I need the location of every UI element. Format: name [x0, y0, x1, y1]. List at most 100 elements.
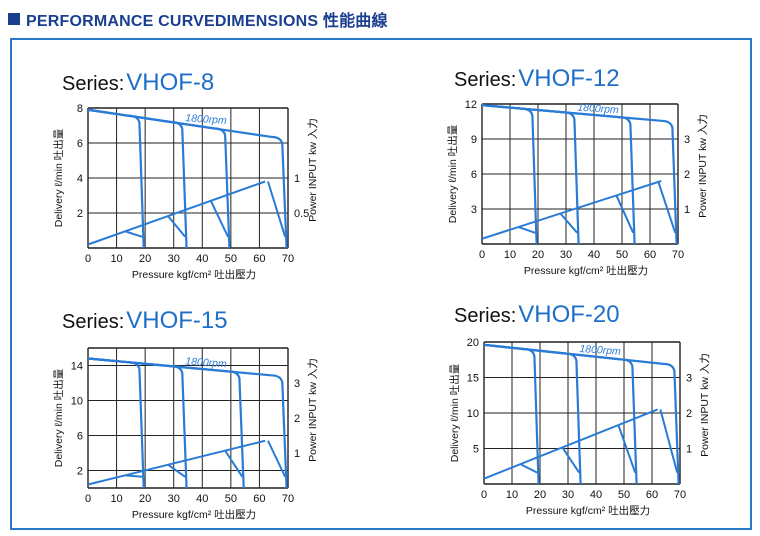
power-drop-55 [224, 450, 244, 478]
grid [483, 341, 681, 485]
x-tick-label: 60 [644, 249, 656, 261]
y-tick-label: 3 [471, 204, 477, 216]
x-tick-label: 0 [85, 253, 91, 265]
x-tick-label: 20 [139, 493, 151, 505]
y2-tick-label: 3 [684, 134, 690, 146]
x-tick-label: 30 [168, 493, 180, 505]
x-axis-title: Pressure kgf/cm² 吐出壓力 [132, 508, 256, 521]
y-tick-label: 8 [77, 103, 83, 115]
x-tick-label: 0 [85, 493, 91, 505]
power-curves [481, 180, 677, 240]
y2-tick-label: 2 [686, 408, 692, 420]
chart-vhof-15: Series:VHOF-15 0 10 20 30 40 50 60 70 2 6 10 14 1 2 3 Pr… [52, 307, 319, 521]
x-tick-label: 0 [479, 249, 485, 261]
delivery-curve-70 [87, 357, 288, 489]
y-tick-label: 14 [71, 361, 83, 373]
x-axis-title: Pressure kgf/cm² 吐出壓力 [132, 268, 256, 281]
chart-vhof-20: Series:VHOF-200 10 20 30 40 50 60 705101520123P… [448, 301, 711, 517]
power-drop-35 [559, 212, 578, 234]
y-tick-label: 6 [471, 169, 477, 181]
y2-tick-label: 1 [294, 448, 300, 460]
series-name: VHOF-12 [518, 65, 619, 92]
power-drop-55 [617, 424, 637, 473]
power-drop-50 [209, 200, 229, 238]
x-tick-label: 40 [588, 249, 600, 261]
power-drop-70 [659, 409, 679, 473]
y-tick-label: 6 [77, 138, 83, 150]
power-curve-main [87, 439, 266, 486]
delivery-curves [483, 343, 680, 485]
y2-tick-label: 3 [686, 373, 692, 385]
x-axis-title: Pressure kgf/cm² 吐出壓力 [524, 264, 648, 277]
y2-axis-title: Power INPUT kw 入力 [306, 118, 319, 222]
x-tick-label: 70 [282, 493, 294, 505]
chart-vhof-8: Series:VHOF-8 0 10 20 30 40 50 60 70 2 4 6 8 0.5 1 Pres… [52, 69, 319, 281]
y-tick-label: 10 [467, 408, 479, 420]
x-tick-label: 10 [110, 253, 122, 265]
power-drop-35 [561, 446, 581, 474]
y2-tick-label: 1 [294, 173, 300, 185]
series-prefix: Series: [454, 305, 516, 327]
y-tick-label: 6 [77, 431, 83, 443]
delivery-curve-55 [483, 343, 638, 485]
speed-label: 1800rpm [185, 112, 227, 127]
x-tick-label: 10 [504, 249, 516, 261]
y2-tick-label: 3 [294, 378, 300, 390]
delivery-curve-55 [87, 357, 245, 489]
delivery-curve-20 [87, 357, 145, 489]
x-tick-label: 20 [534, 489, 546, 501]
speed-label: 1800rpm [579, 343, 621, 358]
y2-axis-title: Power INPUT kw 入力 [306, 358, 319, 462]
delivery-curve-35 [483, 343, 582, 485]
y2-tick-label: 1 [684, 204, 690, 216]
y-tick-label: 2 [77, 466, 83, 478]
x-tick-label: 30 [560, 249, 572, 261]
x-tick-label: 30 [562, 489, 574, 501]
power-drop-20 [519, 463, 538, 474]
power-drop-70 [657, 181, 677, 234]
x-tick-label: 40 [590, 489, 602, 501]
delivery-curve-55 [481, 104, 636, 245]
chart-vhof-12: Series:VHOF-120 10 20 30 40 50 60 7036912123Pre… [446, 65, 709, 277]
x-axis-title: Pressure kgf/cm² 吐出壓力 [526, 504, 650, 517]
delivery-curve-70 [481, 104, 678, 245]
delivery-curves [87, 108, 288, 249]
y-tick-label: 9 [471, 134, 477, 146]
power-drop-20 [125, 474, 143, 478]
x-tick-label: 10 [506, 489, 518, 501]
page-header: PERFORMANCE CURVEDIMENSIONS 性能曲線 [8, 8, 388, 30]
y-tick-label: 10 [71, 396, 83, 408]
grid [87, 107, 289, 249]
x-tick-label: 50 [225, 253, 237, 265]
y-axis-title: Delivery ℓ/min 吐出量 [448, 363, 461, 462]
power-drop-35 [167, 463, 186, 478]
series-name: VHOF-20 [518, 301, 619, 328]
delivery-curves [87, 357, 288, 489]
y-tick-label: 12 [465, 99, 477, 111]
grid [87, 347, 289, 489]
power-drop-20 [124, 230, 143, 238]
power-drop-70 [267, 440, 287, 478]
series-prefix: Series: [62, 73, 124, 95]
x-tick-label: 70 [672, 249, 684, 261]
series-prefix: Series: [454, 69, 516, 91]
chart-frame [10, 38, 752, 530]
y-axis-title: Delivery ℓ/min 吐出量 [52, 128, 65, 227]
delivery-curve-70 [483, 343, 680, 485]
y-tick-label: 5 [473, 444, 479, 456]
y-tick-label: 15 [467, 373, 479, 385]
y2-tick-label: 2 [684, 169, 690, 181]
series-name: VHOF-15 [126, 307, 227, 334]
x-tick-label: 40 [196, 253, 208, 265]
x-tick-label: 50 [618, 489, 630, 501]
y-tick-label: 4 [77, 173, 83, 185]
chart-series-title: Series:VHOF-8 [62, 69, 214, 96]
delivery-curves [481, 104, 678, 245]
delivery-curve-50 [87, 108, 231, 249]
power-curves [87, 180, 287, 246]
power-curve-main [483, 408, 658, 480]
y-tick-label: 20 [467, 337, 479, 349]
series-name: VHOF-8 [126, 69, 214, 96]
power-drop-35 [167, 215, 186, 238]
y2-tick-label: 1 [686, 444, 692, 456]
